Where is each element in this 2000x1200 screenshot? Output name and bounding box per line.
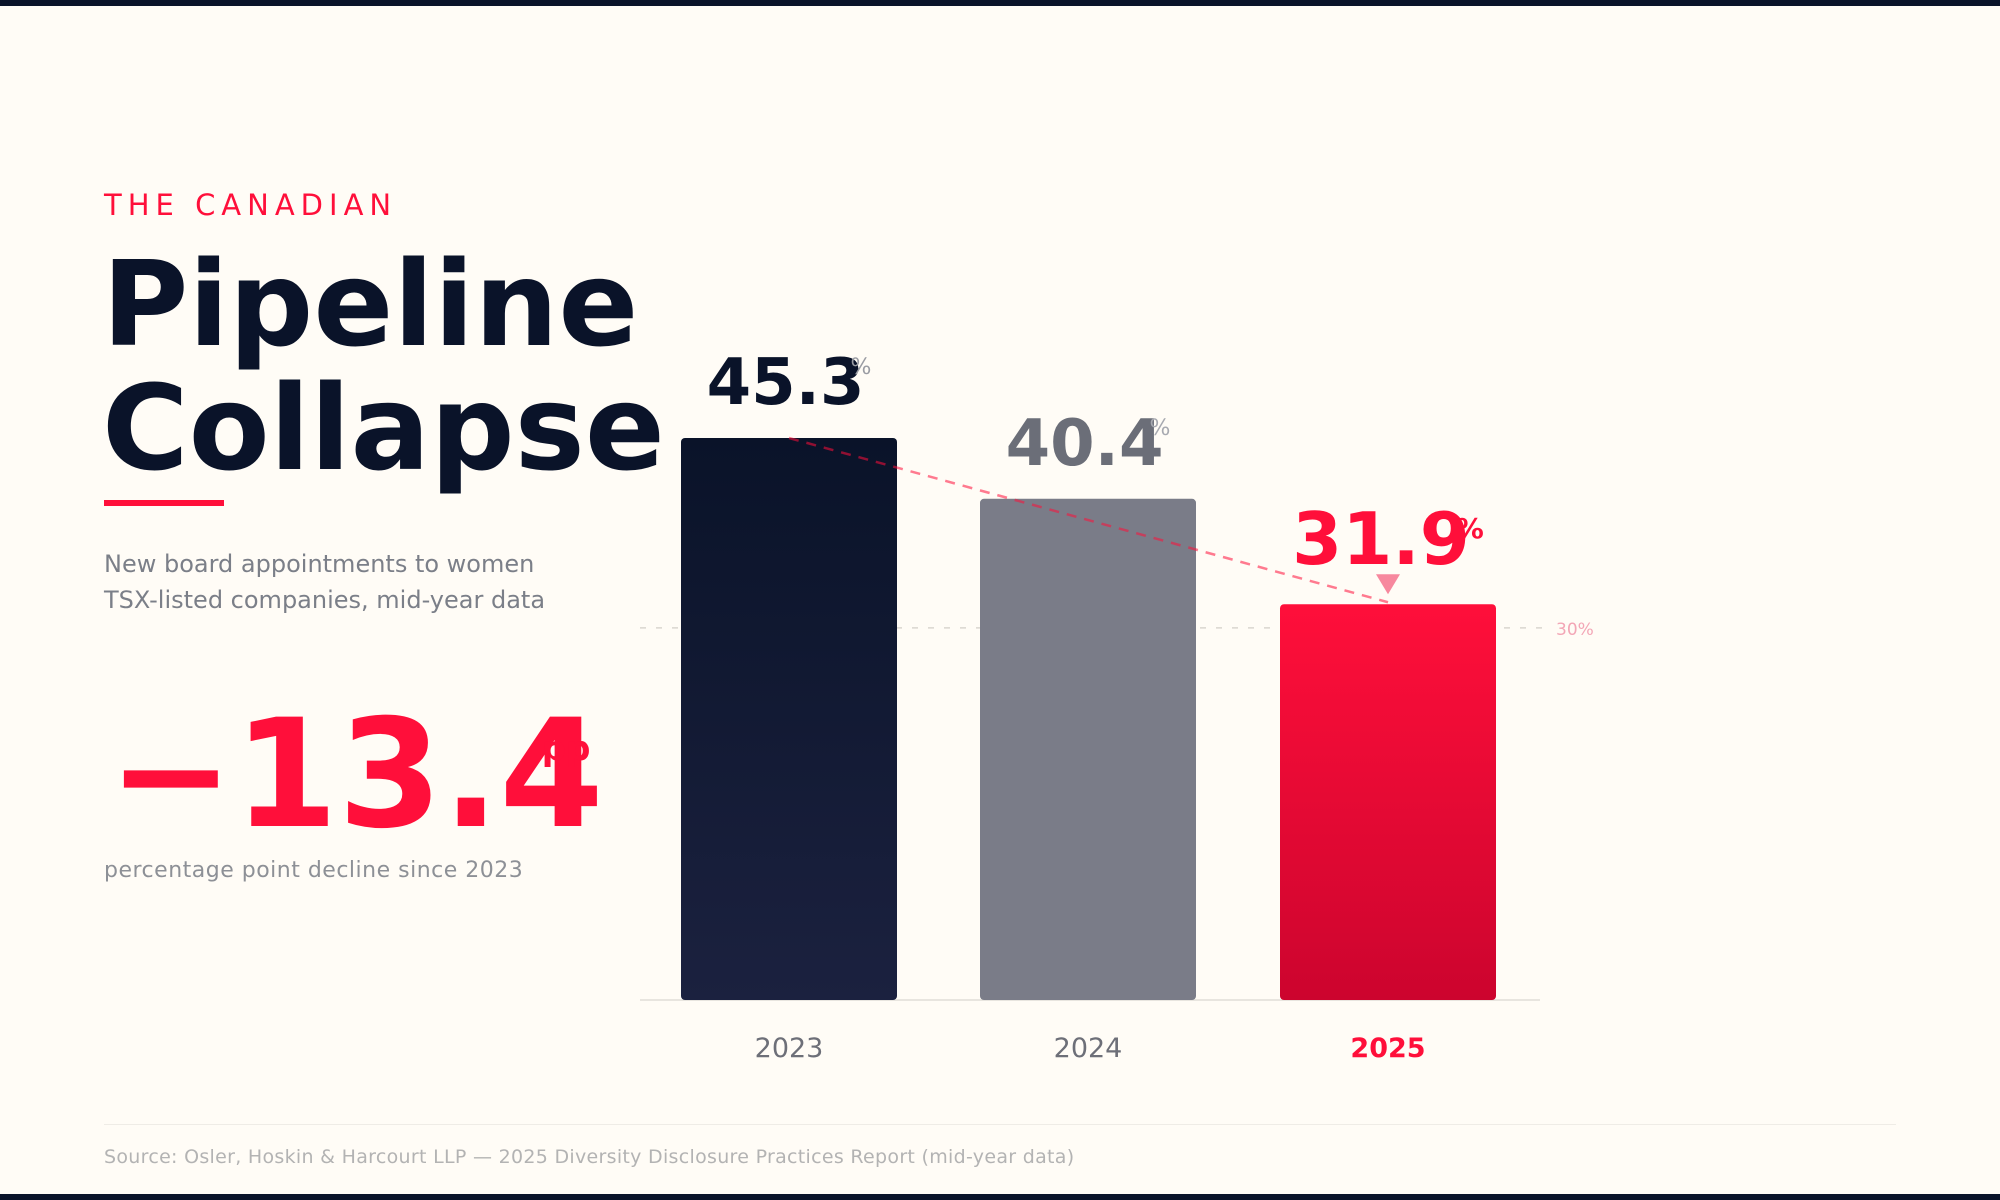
value-label-2024: 40.4% [1006, 407, 1171, 481]
value-unit-2024: % [1150, 416, 1171, 441]
subtitle-line-2: TSX-listed companies, mid-year data [104, 586, 546, 614]
title-line-2: Collapse [102, 359, 665, 497]
bottom-border [0, 1194, 2000, 1200]
top-border [0, 0, 2000, 6]
category-label-2025: 2025 [1350, 1033, 1425, 1064]
subtitle-line-1: New board appointments to women [104, 550, 535, 578]
down-triangle-icon [1376, 574, 1400, 595]
decline-caption: percentage point decline since 2023 [104, 858, 524, 883]
value-label-2023: 45.3% [707, 346, 872, 420]
eyebrow-label: THE CANADIAN [104, 188, 398, 222]
source-divider [104, 1124, 1896, 1125]
trend-line [788, 436, 1389, 604]
bar-2023 [681, 438, 897, 1000]
decline-value: −13.4 [108, 688, 604, 862]
decline-stat: −13.4pp [108, 690, 652, 900]
subtitle: New board appointments to women TSX-list… [104, 546, 545, 618]
title-line-1: Pipeline [102, 235, 639, 373]
title-underline [104, 500, 224, 506]
bar-2025 [1280, 604, 1496, 1000]
category-label-2023: 2023 [755, 1033, 824, 1064]
reference-line-label: 30% [1556, 620, 1594, 640]
page-title: Pipeline Collapse [102, 242, 665, 490]
source-note: Source: Osler, Hoskin & Harcourt LLP — 2… [104, 1146, 1075, 1168]
category-label-2024: 2024 [1054, 1033, 1123, 1064]
value-label-2025: 31.9% [1292, 497, 1484, 581]
value-unit-2023: % [851, 355, 872, 380]
decline-unit: pp [541, 729, 591, 769]
bar-2024 [980, 498, 1196, 1000]
value-unit-2025: % [1456, 512, 1484, 545]
